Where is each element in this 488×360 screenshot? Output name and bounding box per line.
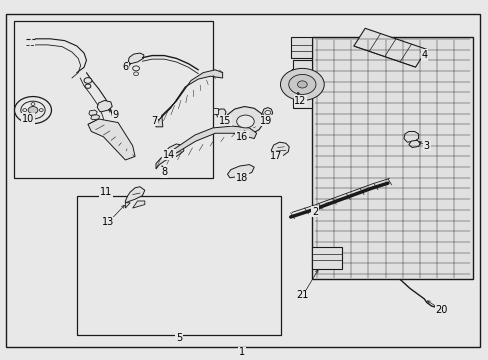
Text: 9: 9	[112, 111, 119, 121]
Polygon shape	[91, 115, 100, 120]
Polygon shape	[216, 109, 225, 119]
Text: 21: 21	[296, 291, 308, 300]
Text: 4: 4	[421, 50, 427, 60]
Polygon shape	[125, 203, 130, 208]
Circle shape	[39, 109, 43, 112]
Text: 2: 2	[311, 207, 318, 217]
Polygon shape	[290, 67, 307, 89]
Circle shape	[280, 68, 324, 100]
Text: 5: 5	[175, 333, 182, 343]
Circle shape	[23, 109, 27, 112]
Polygon shape	[89, 110, 97, 116]
Circle shape	[84, 78, 92, 84]
Text: 15: 15	[219, 116, 231, 126]
Circle shape	[133, 72, 138, 76]
Polygon shape	[97, 100, 112, 112]
Circle shape	[132, 66, 139, 71]
Text: 13: 13	[102, 217, 114, 228]
Polygon shape	[227, 165, 254, 178]
Circle shape	[264, 111, 270, 115]
Polygon shape	[125, 187, 144, 203]
Text: 7: 7	[151, 116, 157, 126]
Polygon shape	[14, 21, 212, 178]
Circle shape	[288, 75, 315, 94]
Circle shape	[297, 81, 306, 88]
Polygon shape	[132, 201, 144, 208]
Polygon shape	[128, 53, 143, 64]
Text: 14: 14	[163, 150, 175, 159]
Polygon shape	[403, 131, 418, 142]
Polygon shape	[156, 126, 256, 169]
Polygon shape	[353, 28, 426, 67]
Text: 1: 1	[239, 347, 244, 357]
Circle shape	[236, 115, 254, 128]
Text: 19: 19	[260, 116, 272, 126]
Polygon shape	[164, 144, 183, 160]
Circle shape	[21, 101, 45, 119]
Polygon shape	[262, 108, 272, 119]
Circle shape	[28, 107, 38, 114]
Polygon shape	[6, 14, 479, 347]
Polygon shape	[290, 37, 311, 58]
Polygon shape	[156, 70, 222, 127]
Circle shape	[15, 96, 51, 123]
Polygon shape	[408, 140, 420, 148]
Polygon shape	[311, 247, 341, 269]
Text: 20: 20	[434, 305, 447, 315]
Circle shape	[31, 103, 35, 105]
Polygon shape	[225, 107, 264, 137]
Polygon shape	[212, 108, 217, 114]
Circle shape	[85, 84, 91, 88]
Polygon shape	[88, 119, 135, 160]
Text: 18: 18	[236, 173, 248, 183]
Text: 6: 6	[122, 62, 128, 72]
Polygon shape	[271, 142, 288, 157]
Circle shape	[31, 115, 35, 118]
Text: 10: 10	[22, 114, 34, 124]
Text: 11: 11	[100, 187, 112, 197]
Text: 12: 12	[294, 96, 306, 106]
Text: 16: 16	[236, 132, 248, 142]
Polygon shape	[292, 60, 311, 108]
Text: 8: 8	[161, 167, 167, 177]
Polygon shape	[311, 37, 472, 279]
Text: 17: 17	[269, 152, 282, 161]
Polygon shape	[77, 195, 281, 334]
Text: 3: 3	[423, 141, 429, 151]
